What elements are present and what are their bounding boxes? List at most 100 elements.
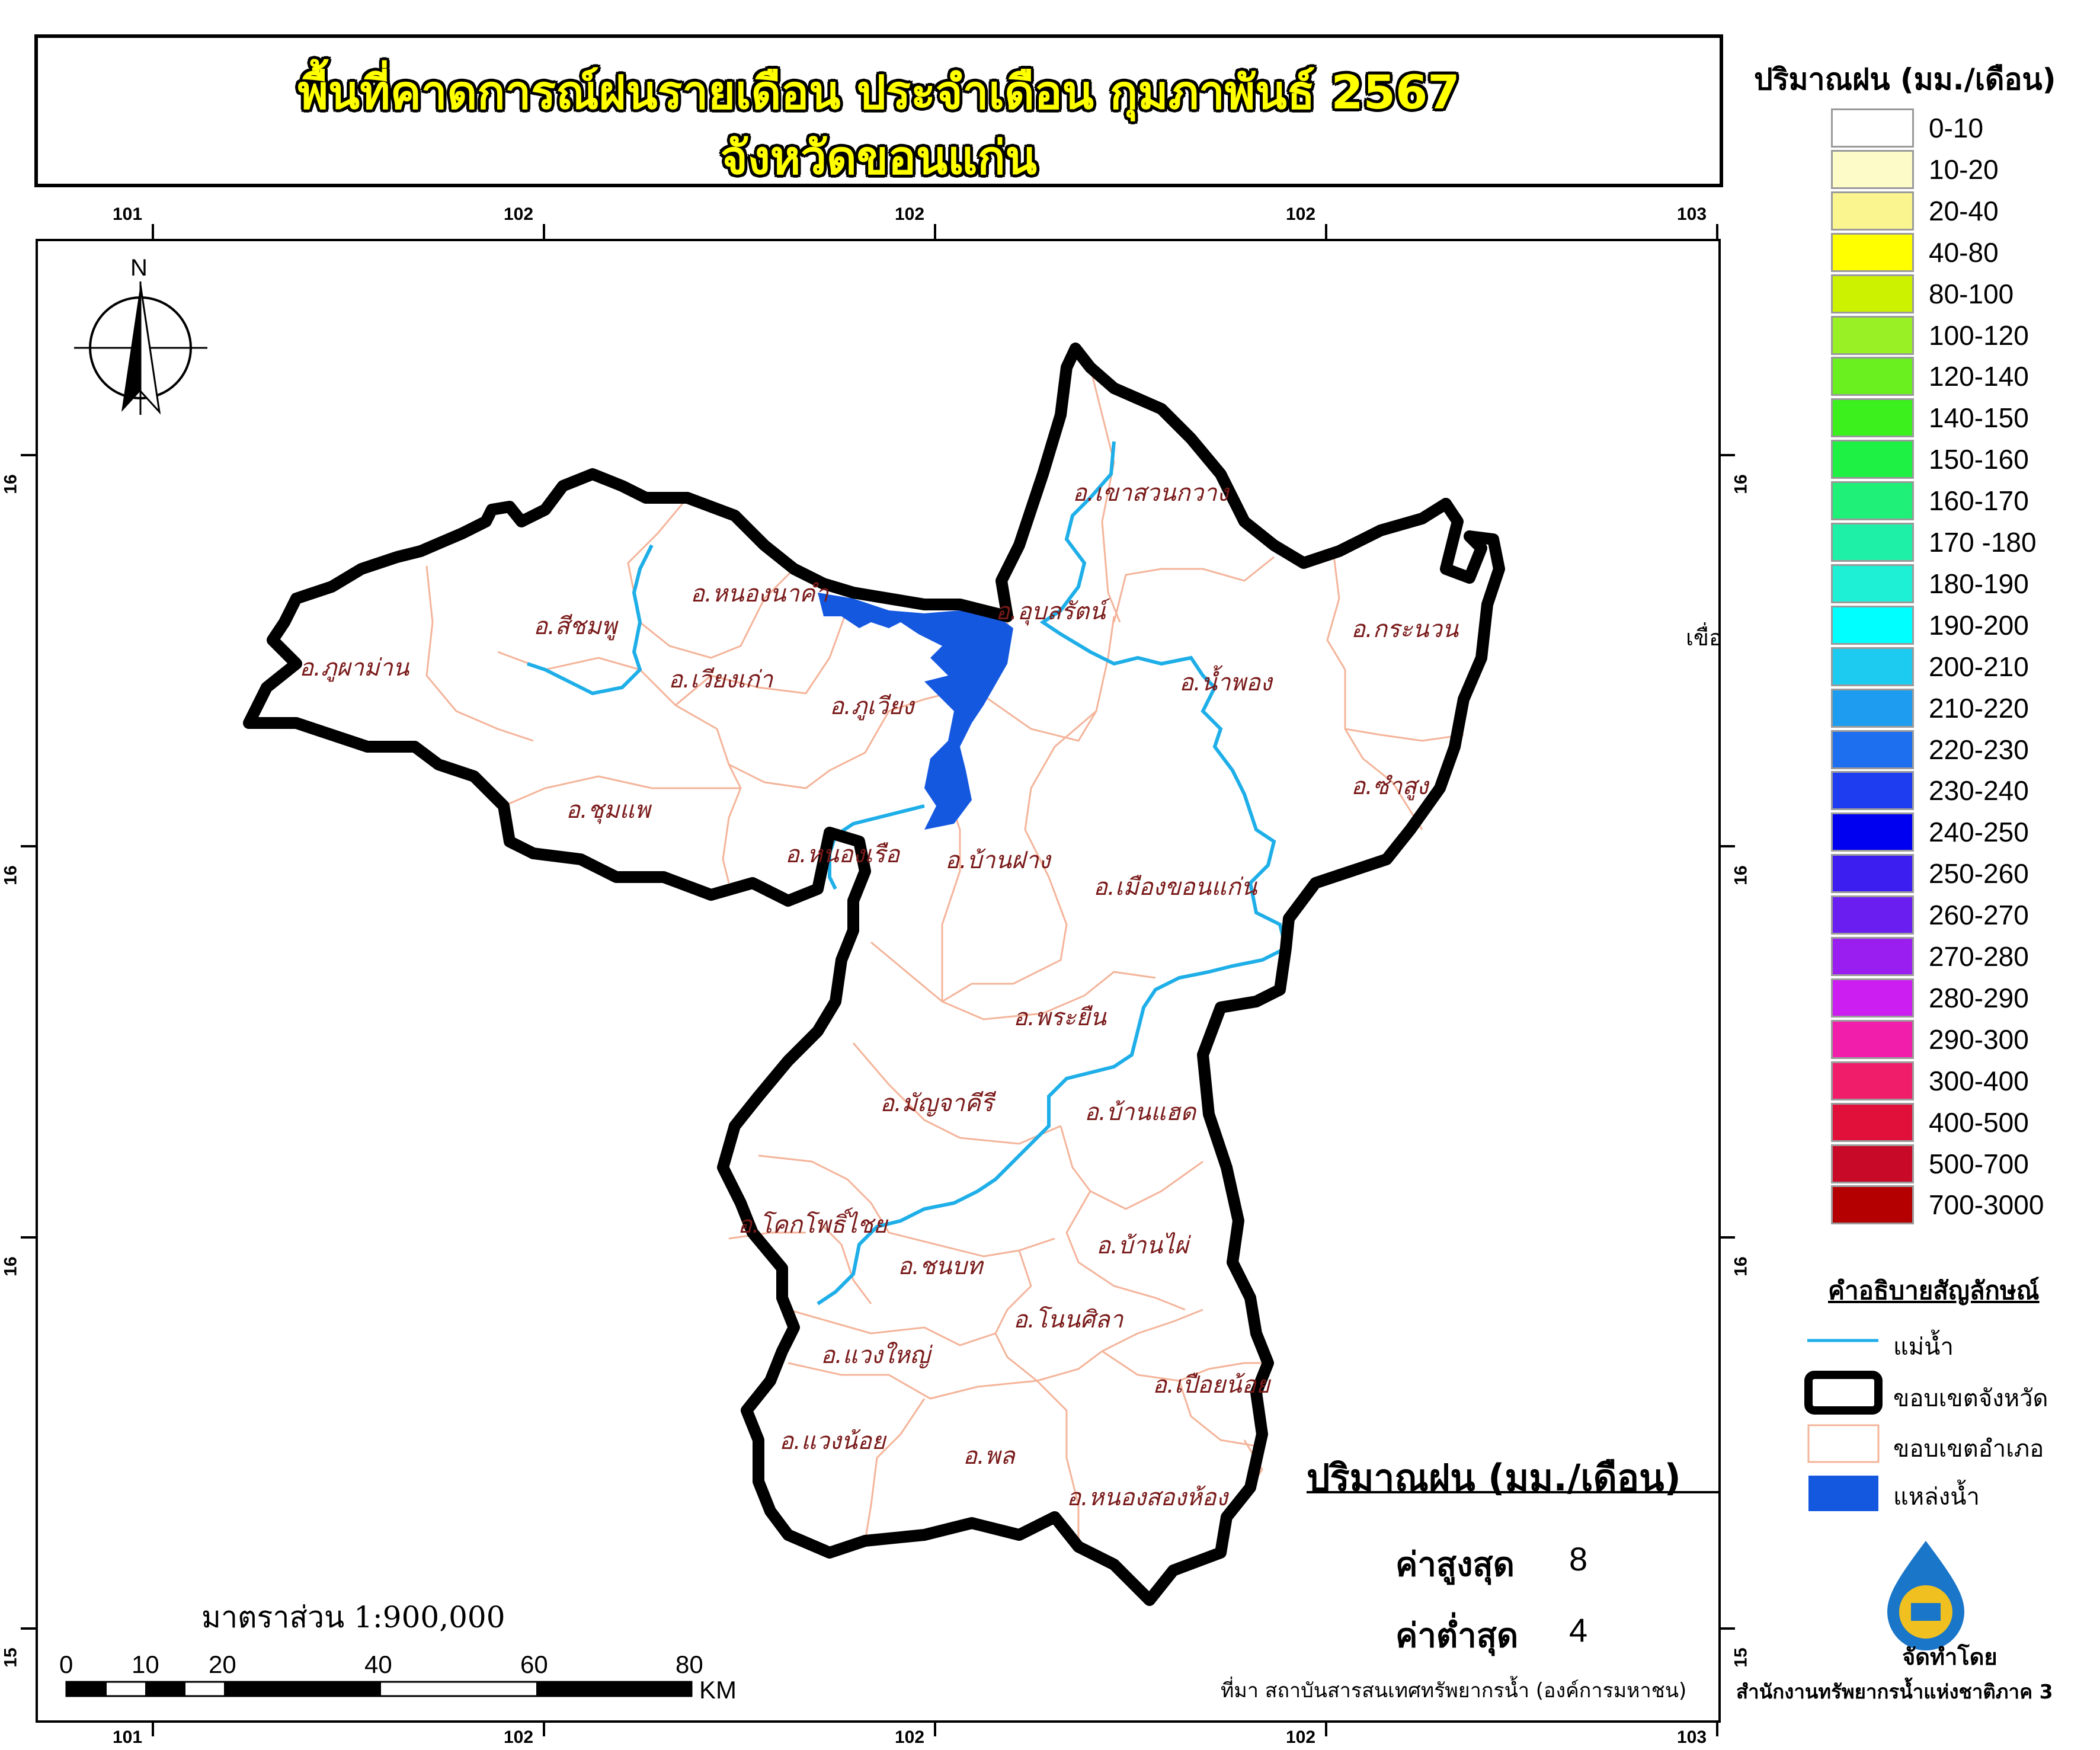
rain-legend-label: 270-280 xyxy=(1929,941,2029,972)
rain-legend-label: 260-270 xyxy=(1929,900,2029,931)
rain-legend-swatch xyxy=(1831,978,1914,1018)
cutoff-label: เขื่อ xyxy=(1686,625,1723,651)
district-label: อ.พล xyxy=(963,1442,1016,1470)
rain-legend-swatch xyxy=(1831,315,1914,355)
legend-water-swatch xyxy=(1808,1476,1878,1511)
rain-legend-label: 190-200 xyxy=(1929,609,2029,641)
rain-legend-swatch xyxy=(1831,605,1914,645)
tick-bottom: 102 xyxy=(504,1727,534,1747)
rain-legend-swatch xyxy=(1831,481,1914,521)
rain-legend-swatch xyxy=(1831,149,1914,189)
rain-legend-label: 10-20 xyxy=(1929,153,1999,185)
stat-min-value: 4 xyxy=(1569,1611,1588,1649)
rain-legend-swatch xyxy=(1831,1019,1914,1059)
rain-legend-label: 240-250 xyxy=(1929,817,2029,848)
tick-right: 15 xyxy=(1731,1647,1751,1668)
tick-right: 16 xyxy=(1731,474,1751,494)
scale-bar xyxy=(65,1681,693,1697)
tick-bottom: 103 xyxy=(1677,1727,1707,1747)
made-by-label: จัดทำโดย xyxy=(1902,1644,1997,1670)
rain-legend-label: 140-150 xyxy=(1929,402,2029,434)
scale-tick: 20 xyxy=(209,1650,236,1678)
rain-legend-label: 120-140 xyxy=(1929,361,2029,392)
tick-left: 16 xyxy=(1,1256,21,1276)
province-boundary xyxy=(243,343,1505,1606)
rain-legend-label: 300-400 xyxy=(1929,1065,2029,1096)
symbol-legend-title: คำอธิบายสัญลักษณ์ xyxy=(1828,1276,2040,1305)
rain-legend-swatch xyxy=(1831,523,1914,562)
rain-legend-label: 400-500 xyxy=(1929,1106,2029,1138)
stat-max-value: 8 xyxy=(1569,1540,1588,1578)
map-title-box: พื้นที่คาดการณ์ฝนรายเดือน ประจำเดือน กุม… xyxy=(34,34,1723,187)
district-label: อ.เมืองขอนแก่น xyxy=(1093,874,1258,901)
data-source: ที่มา สถาบันสารสนเทศทรัพยากรน้ำ (องค์การ… xyxy=(1221,1679,1687,1703)
rain-legend-swatch xyxy=(1831,274,1914,313)
district-label: อ.ซำสูง xyxy=(1351,773,1430,801)
district-label: อ.หนองสองห้อง xyxy=(1067,1484,1229,1511)
rain-legend-label: 200-210 xyxy=(1929,651,2029,682)
rain-legend-label: 500-700 xyxy=(1929,1148,2029,1179)
district-label: อ.บ้านฝาง xyxy=(945,847,1052,874)
legend-province-swatch xyxy=(1804,1371,1883,1415)
rain-legend-label: 40-80 xyxy=(1929,236,1999,268)
stat-max-label: ค่าสูงสุด xyxy=(1395,1546,1515,1584)
district-label: อ.โคกโพธิ์ไชย xyxy=(738,1207,889,1239)
legend-province-label: ขอบเขตจังหวัด xyxy=(1893,1385,2048,1412)
district-label: อ.ภูผาม่าน xyxy=(299,654,410,682)
tick-right: 16 xyxy=(1731,865,1751,885)
tick-left: 15 xyxy=(1,1647,21,1668)
rain-legend-swatch xyxy=(1831,895,1914,935)
rain-legend-swatch xyxy=(1831,730,1914,769)
reservoir xyxy=(818,593,1013,830)
office-logo xyxy=(1887,1541,1964,1650)
tick-bottom: 102 xyxy=(895,1727,925,1747)
rain-legend-swatch xyxy=(1831,812,1914,852)
province-boundary-inner-split xyxy=(997,543,1023,618)
rain-legend-swatch xyxy=(1831,232,1914,272)
district-label: อ.เวียงเก่า xyxy=(668,666,774,693)
stat-min-label: ค่าต่ำสุด xyxy=(1395,1617,1519,1655)
district-label: อ.ชนบท xyxy=(898,1253,984,1280)
rain-legend-label: 100-120 xyxy=(1929,319,2029,351)
district-label: อ.แวงใหญ่ xyxy=(821,1342,933,1369)
tick-top: 102 xyxy=(504,204,534,224)
legend-district-swatch xyxy=(1807,1424,1880,1463)
tick-left: 16 xyxy=(1,474,21,494)
legend-district-label: ขอบเขตอำเภอ xyxy=(1893,1435,2044,1463)
district-boundaries xyxy=(425,367,1464,1547)
rivers xyxy=(527,441,1288,1306)
district-label: อ.หนองนาคำ xyxy=(690,580,830,607)
district-label: อ.อุบลรัตน์ xyxy=(995,598,1110,626)
legend-water-label: แหล่งน้ำ xyxy=(1893,1483,1980,1511)
rain-legend-swatch xyxy=(1831,191,1914,231)
district-labels: อ.เขาสวนกวาง อ.หนองนาคำ อ.อุบลรัตน์ อ.สี… xyxy=(299,479,1459,1511)
rain-legend-title: ปริมาณฝน (มม./เดือน) xyxy=(1754,62,2056,97)
district-label: อ.สีชมพู xyxy=(533,613,619,641)
north-arrow xyxy=(74,281,207,415)
district-label: อ.หนองเรือ xyxy=(785,841,901,868)
rain-legend-label: 150-160 xyxy=(1929,444,2029,475)
office-name: สำนักงานทรัพยากรน้ำแห่งชาติภาค 3 xyxy=(1736,1680,2053,1703)
scale-text: มาตราส่วน 1:900,000 xyxy=(201,1600,505,1634)
rain-legend-label: 250-260 xyxy=(1929,858,2029,890)
district-label: อ.โนนศิลา xyxy=(1013,1306,1124,1333)
rain-legend-swatch xyxy=(1831,108,1914,148)
stats-title: ปริมาณฝน (มม./เดือน) xyxy=(1307,1456,1681,1499)
map-title: พื้นที่คาดการณ์ฝนรายเดือน ประจำเดือน กุม… xyxy=(297,66,1460,120)
district-label: อ.บ้านไผ่ xyxy=(1096,1232,1191,1259)
tick-right: 16 xyxy=(1731,1256,1751,1276)
scale-tick: 0 xyxy=(59,1650,73,1678)
rain-legend-swatch xyxy=(1831,1144,1914,1183)
scale-tick: 40 xyxy=(364,1650,392,1678)
district-label: อ.เปือยน้อย xyxy=(1153,1371,1272,1399)
map-neatline xyxy=(36,239,1721,1723)
map-subtitle: จังหวัดขอนแก่น xyxy=(721,132,1037,185)
tick-top: 103 xyxy=(1677,204,1707,224)
district-label: อ.เขาสวนกวาง xyxy=(1073,479,1230,507)
district-label: อ.บ้านแฮด xyxy=(1084,1099,1197,1126)
legend-river-label: แม่น้ำ xyxy=(1893,1333,1954,1361)
tick-top: 101 xyxy=(113,204,143,224)
scale-tick: 10 xyxy=(132,1650,159,1678)
rain-legend-swatch xyxy=(1831,688,1914,728)
rain-legend-label: 80-100 xyxy=(1929,278,2014,309)
